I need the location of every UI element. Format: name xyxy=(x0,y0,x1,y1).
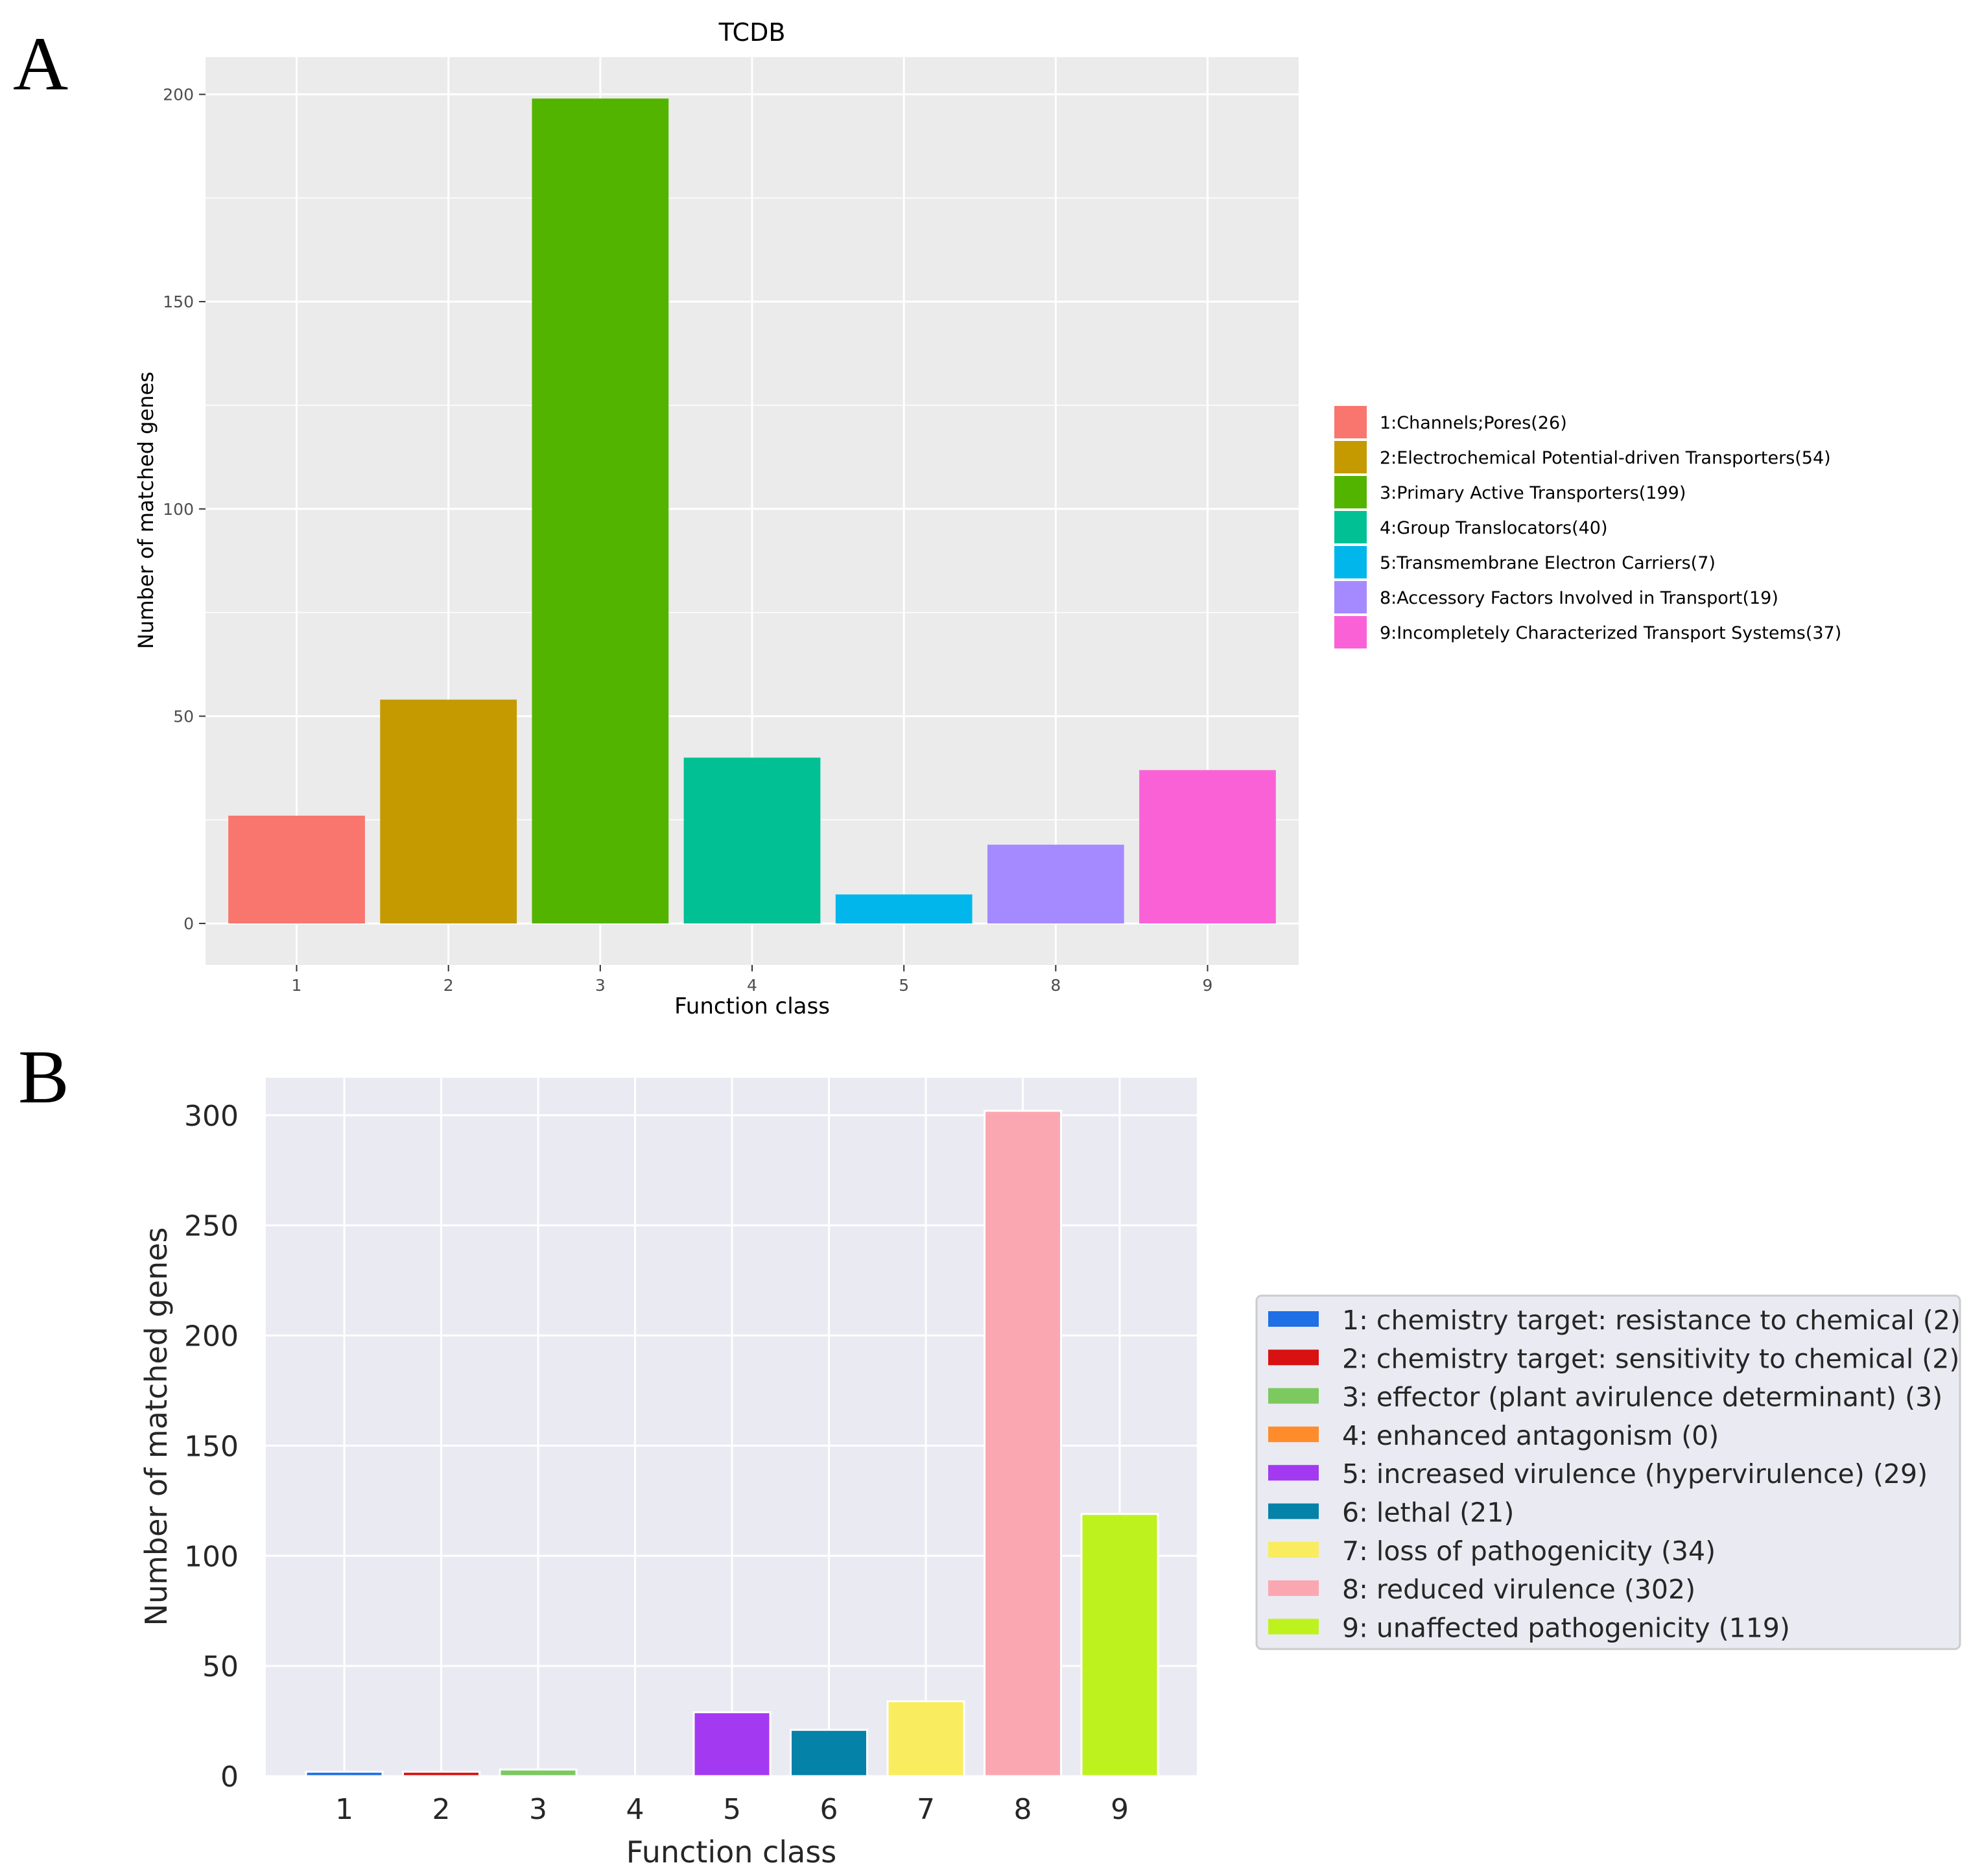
chart-b-y-tick-label: 250 xyxy=(184,1210,239,1243)
chart-b-legend-label: 3: effector (plant avirulence determinan… xyxy=(1342,1382,1942,1413)
chart-b-x-ticks: 1 2 3 4 5 6 7 8 9 xyxy=(335,1793,1129,1826)
chart-b-y-tick-label: 0 xyxy=(220,1761,239,1794)
chart-a-bar-class-1 xyxy=(228,815,365,924)
chart-b-legend-swatch xyxy=(1268,1388,1319,1404)
chart-a: 0 50 100 150 200 1 2 3 4 5 8 9 TCDB Function class… xyxy=(134,18,1841,1019)
chart-a-y-ticks: 0 50 100 150 200 xyxy=(163,86,206,933)
chart-b-x-axis-label: Function class xyxy=(626,1834,836,1870)
chart-a-legend-label: 2:Electrochemical Potential-driven Trans… xyxy=(1380,448,1831,468)
chart-b-y-ticks: 0 50 100 150 200 250 300 xyxy=(184,1100,239,1794)
chart-a-legend-label: 1:Channels;Pores(26) xyxy=(1380,413,1567,433)
chart-a-y-axis-label: Number of matched genes xyxy=(134,372,158,649)
chart-b-bar-class-3 xyxy=(499,1768,578,1777)
chart-b-legend-swatch xyxy=(1268,1503,1319,1519)
chart-a-bar-class-2 xyxy=(380,699,517,924)
chart-a-bar-class-4 xyxy=(683,757,821,924)
chart-a-bar-class-3 xyxy=(532,98,669,924)
chart-a-x-tick-label: 4 xyxy=(747,976,757,995)
chart-a-x-tick-label: 9 xyxy=(1203,976,1213,995)
chart-b-legend-swatch xyxy=(1268,1541,1319,1558)
chart-b-legend-label: 8: reduced virulence (302) xyxy=(1342,1574,1695,1605)
chart-b-bar-class-2 xyxy=(402,1770,480,1777)
chart-b-x-tick-label: 8 xyxy=(1014,1793,1032,1826)
chart-b-legend-label: 4: enhanced antagonism (0) xyxy=(1342,1420,1719,1451)
chart-b-bar-class-1 xyxy=(305,1770,384,1777)
chart-b-legend-frame xyxy=(1255,1294,1961,1650)
chart-a-y-tick-label: 0 xyxy=(183,914,194,933)
chart-a-legend-label: 9:Incompletely Characterized Transport S… xyxy=(1380,623,1841,643)
panel-label-b: B xyxy=(18,1034,69,1119)
chart-b-x-tick-label: 3 xyxy=(529,1793,547,1826)
chart-a-bars xyxy=(228,98,1276,924)
chart-b-legend-label: 1: chemistry target: resistance to chemi… xyxy=(1342,1305,1961,1336)
chart-a-legend-swatch xyxy=(1334,511,1367,543)
chart-b-legend-swatch xyxy=(1268,1426,1319,1442)
chart-a-legend-swatch xyxy=(1334,581,1367,613)
chart-a-legend-label: 4:Group Translocators(40) xyxy=(1380,518,1608,538)
chart-b: 0 50 100 150 200 250 300 1 2 3 4 5 6 7 8 9 Function cl… xyxy=(139,1078,1961,1870)
chart-a-legend-label: 3:Primary Active Transporters(199) xyxy=(1380,483,1686,503)
chart-a-legend-label: 8:Accessory Factors Involved in Transpor… xyxy=(1380,588,1778,608)
chart-b-y-tick-label: 150 xyxy=(184,1430,239,1463)
chart-b-y-tick-label: 50 xyxy=(202,1650,239,1683)
chart-b-bar-class-9 xyxy=(1080,1513,1159,1777)
chart-b-legend-label: 2: chemistry target: sensitivity to chem… xyxy=(1342,1343,1959,1374)
chart-b-x-tick-label: 4 xyxy=(626,1793,644,1826)
chart-b-legend-label: 7: loss of pathogenicity (34) xyxy=(1342,1536,1716,1567)
panel-label-a: A xyxy=(13,21,68,106)
chart-b-legend-swatch xyxy=(1268,1619,1319,1635)
chart-a-y-tick-label: 50 xyxy=(173,707,194,726)
chart-a-y-tick-label: 200 xyxy=(163,86,194,104)
chart-b-legend-label: 6: lethal (21) xyxy=(1342,1497,1514,1528)
chart-a-x-tick-label: 5 xyxy=(899,976,909,995)
chart-b-x-tick-label: 5 xyxy=(723,1793,741,1826)
chart-a-legend-swatch xyxy=(1334,546,1367,578)
chart-a-legend-swatch xyxy=(1334,406,1367,438)
chart-b-x-tick-label: 7 xyxy=(917,1793,935,1826)
chart-a-x-tick-label: 2 xyxy=(443,976,454,995)
chart-b-x-tick-label: 6 xyxy=(820,1793,838,1826)
chart-b-x-tick-label: 9 xyxy=(1111,1793,1129,1826)
chart-b-legend-swatch xyxy=(1268,1311,1319,1327)
chart-b-x-tick-label: 2 xyxy=(432,1793,451,1826)
chart-a-legend-swatch xyxy=(1334,616,1367,648)
chart-a-y-tick-label: 150 xyxy=(163,292,194,311)
chart-a-x-tick-label: 1 xyxy=(292,976,302,995)
chart-b-y-tick-label: 100 xyxy=(184,1540,239,1573)
chart-b-legend: 1: chemistry target: resistance to chemi… xyxy=(1255,1294,1961,1650)
chart-b-legend-swatch xyxy=(1268,1580,1319,1597)
chart-a-x-axis-label: Function class xyxy=(674,993,830,1019)
chart-a-title: TCDB xyxy=(718,18,786,47)
chart-b-y-tick-label: 300 xyxy=(184,1100,239,1133)
chart-a-legend-swatch xyxy=(1334,441,1367,473)
chart-b-legend-swatch xyxy=(1268,1349,1319,1366)
chart-b-legend-label: 9: unaffected pathogenicity (119) xyxy=(1342,1612,1790,1643)
chart-b-y-axis-label: Number of matched genes xyxy=(139,1228,174,1626)
chart-a-x-ticks: 1 2 3 4 5 8 9 xyxy=(292,965,1213,995)
chart-b-bar-class-6 xyxy=(790,1729,868,1777)
chart-a-y-tick-label: 100 xyxy=(163,500,194,519)
chart-b-bar-class-8 xyxy=(984,1110,1062,1777)
chart-a-bar-class-5 xyxy=(835,894,973,924)
chart-a-x-tick-label: 8 xyxy=(1050,976,1061,995)
chart-a-x-tick-label: 3 xyxy=(595,976,606,995)
chart-b-x-tick-label: 1 xyxy=(335,1793,353,1826)
chart-b-bar-class-7 xyxy=(886,1700,965,1777)
chart-b-legend-label: 5: increased virulence (hypervirulence) … xyxy=(1342,1458,1928,1490)
chart-a-legend-swatch xyxy=(1334,476,1367,508)
chart-a-bar-class-8 xyxy=(987,844,1124,924)
chart-b-legend-swatch xyxy=(1268,1465,1319,1481)
chart-a-bar-class-9 xyxy=(1139,770,1276,924)
chart-a-legend: 1:Channels;Pores(26) 2:Electrochemical Po… xyxy=(1334,406,1841,648)
chart-b-bar-class-5 xyxy=(692,1711,772,1777)
chart-b-y-tick-label: 200 xyxy=(184,1320,239,1353)
chart-b-bars xyxy=(305,1110,1159,1777)
chart-a-legend-label: 5:Transmembrane Electron Carriers(7) xyxy=(1380,553,1716,573)
